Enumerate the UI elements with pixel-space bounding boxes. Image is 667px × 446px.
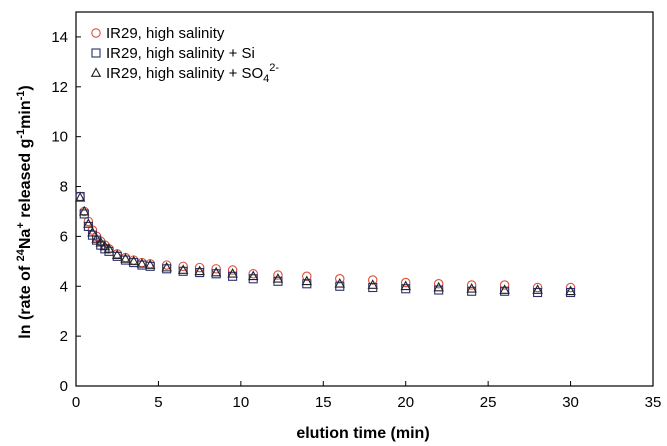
- data-point: [227, 268, 238, 278]
- data-point: [466, 280, 477, 290]
- data-point: [532, 284, 543, 294]
- data-point: [433, 281, 444, 292]
- x-tick-label: 0: [72, 394, 80, 411]
- data-point: [194, 262, 205, 273]
- legend-marker: [91, 28, 101, 38]
- data-point: [400, 277, 411, 288]
- data-point: [532, 282, 543, 293]
- y-title-mid3: min: [17, 100, 34, 128]
- legend-label: IR29, high salinity + Si: [106, 45, 255, 62]
- data-point: [335, 274, 345, 284]
- legend-entry: IR29, high salinity + SO42-: [90, 62, 279, 85]
- data-point: [178, 261, 188, 272]
- series-triangle: [74, 192, 576, 296]
- data-point: [227, 265, 238, 275]
- data-point: [136, 258, 148, 268]
- data-point: [178, 266, 188, 276]
- y-title-mid: Na: [17, 229, 34, 250]
- y-axis-title: ln (rate of 24Na+ released g-1min-1): [15, 85, 34, 338]
- data-point: [566, 287, 576, 298]
- data-point: [367, 275, 378, 285]
- data-point: [248, 269, 258, 279]
- data-point: [500, 286, 510, 296]
- y-title-prefix: ln (rate of: [17, 261, 34, 338]
- data-point: [91, 233, 102, 243]
- y-tick-label: 8: [60, 179, 68, 196]
- legend-label-text: IR29, high salinity + Si: [106, 45, 255, 62]
- data-point: [565, 282, 576, 293]
- data-point: [433, 279, 444, 289]
- data-point: [195, 268, 205, 278]
- y-tick-label: 4: [60, 278, 68, 295]
- legend: IR29, high salinity IR29, high salinity +…: [90, 25, 279, 85]
- y-title-sup3: -1: [15, 129, 27, 139]
- y-title-suffix: ): [17, 85, 34, 90]
- series-circle: [75, 191, 576, 293]
- x-tick-label: 10: [233, 394, 250, 411]
- data-point: [499, 280, 510, 290]
- data-point: [87, 226, 98, 237]
- legend-entry: IR29, high salinity + Si: [91, 45, 255, 62]
- data-point: [79, 205, 90, 216]
- y-tick-label: 6: [60, 228, 68, 245]
- legend-label-text: IR29, high salinity: [106, 25, 225, 42]
- data-point: [74, 192, 86, 202]
- legend-label-text: IR29, high salinity + SO: [106, 65, 263, 82]
- y-tick-label: 2: [60, 328, 68, 345]
- x-tick-label: 15: [315, 394, 332, 411]
- legend-label: IR29, high salinity: [106, 25, 225, 42]
- data-point: [111, 249, 123, 259]
- x-tick-label: 20: [397, 394, 414, 411]
- data-point: [144, 259, 156, 269]
- legend-label-sub: 4: [263, 73, 269, 85]
- data-point: [83, 218, 94, 228]
- data-point: [128, 255, 139, 266]
- x-tick-label: 35: [645, 394, 662, 411]
- data-point: [466, 283, 477, 293]
- y-tick-label: 10: [51, 129, 68, 146]
- data-point: [247, 270, 259, 281]
- data-point: [301, 275, 313, 286]
- y-tick-label: 12: [51, 79, 68, 96]
- data-point: [211, 269, 221, 279]
- data-point: [565, 285, 576, 296]
- x-axis: 0 5 10 15 20 25 30 35: [72, 381, 662, 411]
- y-title-sup2: +: [15, 222, 27, 228]
- legend-label-sup: 2-: [269, 62, 279, 74]
- x-axis-title: elution time (min): [296, 425, 429, 442]
- y-tick-label: 14: [51, 29, 68, 46]
- data-point: [162, 264, 172, 274]
- y-title-sup4: -1: [15, 91, 27, 101]
- data-point: [161, 261, 172, 272]
- data-point: [273, 270, 283, 280]
- data-point: [210, 266, 222, 277]
- data-point: [211, 264, 221, 274]
- x-tick-label: 30: [562, 394, 579, 411]
- data-point: [302, 271, 312, 282]
- data-point: [99, 240, 111, 251]
- data-point: [334, 278, 345, 288]
- data-point: [177, 264, 189, 274]
- data-point: [194, 265, 205, 276]
- x-tick-label: 25: [480, 394, 497, 411]
- legend-label: IR29, high salinity + SO42-: [106, 62, 279, 85]
- data-point: [499, 284, 510, 294]
- series-layer: [74, 191, 576, 298]
- data-point: [103, 243, 115, 253]
- data-point: [400, 280, 411, 291]
- data-point: [272, 273, 284, 283]
- series-square: [75, 191, 576, 298]
- y-axis: 0 2 4 6 8 10 12 14: [51, 29, 81, 395]
- data-point: [95, 236, 106, 247]
- y-tick-label: 0: [60, 378, 68, 395]
- data-point: [367, 279, 378, 289]
- x-tick-label: 5: [154, 394, 162, 411]
- y-title-sup1: 24: [15, 248, 27, 261]
- legend-entry: IR29, high salinity: [91, 25, 225, 42]
- y-title-mid2: released g: [17, 139, 34, 223]
- legend-marker: [91, 48, 101, 58]
- data-point: [120, 253, 131, 263]
- legend-marker: [90, 67, 102, 77]
